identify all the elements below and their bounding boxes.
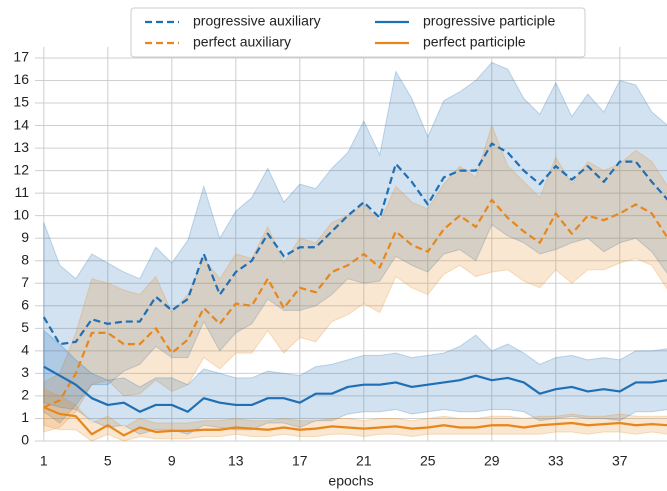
y-tick-label: 15 — [13, 94, 29, 110]
y-tick-label: 1 — [21, 409, 29, 425]
y-tick-label: 4 — [21, 342, 29, 358]
band — [43, 61, 667, 424]
x-tick-label: 17 — [292, 453, 308, 469]
legend-label: progressive participle — [423, 13, 555, 29]
x-tick-label: 9 — [168, 453, 176, 469]
y-tick-label: 12 — [13, 161, 29, 177]
x-tick-label: 13 — [228, 453, 244, 469]
line — [43, 365, 667, 413]
band — [43, 388, 667, 442]
band — [43, 329, 667, 435]
y-tick-label: 6 — [21, 297, 29, 313]
y-tick-label: 7 — [21, 274, 29, 290]
y-tick-label: 11 — [14, 184, 29, 200]
line — [43, 406, 667, 437]
x-axis-label: epochs — [328, 473, 373, 489]
x-tick-label: 1 — [40, 453, 48, 469]
y-tick-label: 0 — [21, 432, 29, 448]
y-tick-label: 2 — [21, 387, 29, 403]
x-tick-label: 33 — [548, 453, 564, 469]
legend-box — [130, 7, 586, 58]
band — [43, 124, 667, 433]
y-tick-label: 8 — [21, 251, 29, 267]
x-tick-label: 21 — [356, 453, 372, 469]
x-tick-label: 25 — [420, 453, 436, 469]
legend-label: progressive auxiliary — [193, 13, 321, 29]
y-tick-label: 14 — [13, 116, 29, 132]
y-tick-label: 3 — [21, 364, 29, 380]
line — [43, 198, 667, 409]
y-tick-label: 9 — [21, 229, 29, 245]
y-tick-label: 13 — [13, 139, 29, 155]
y-tick-label: 17 — [13, 49, 29, 65]
y-tick-label: 16 — [13, 71, 29, 87]
x-tick-label: 37 — [612, 453, 628, 469]
y-tick-label: 10 — [13, 206, 29, 222]
line — [42, 142, 667, 346]
legend-label: perfect participle — [423, 34, 526, 50]
y-tick-label: 5 — [21, 319, 29, 335]
x-tick-label: 29 — [484, 453, 500, 469]
x-tick-label: 5 — [104, 453, 112, 469]
legend: progressive auxiliary perfect auxiliary pr… — [130, 7, 586, 58]
legend-label: perfect auxiliary — [193, 34, 291, 50]
